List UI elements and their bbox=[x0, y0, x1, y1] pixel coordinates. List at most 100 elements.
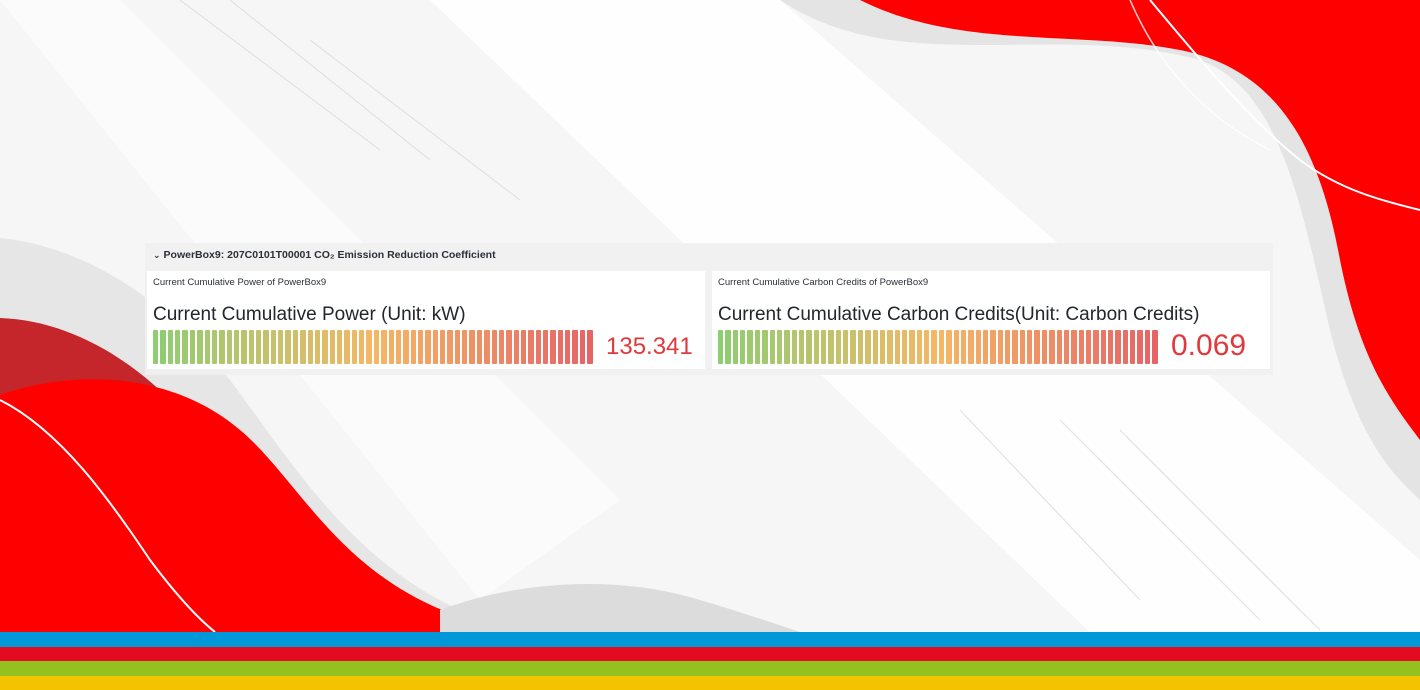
gauge-segment bbox=[425, 330, 431, 364]
gauge-segment bbox=[557, 330, 564, 364]
gauge-segment bbox=[403, 330, 409, 364]
gauge-segment bbox=[440, 330, 446, 364]
gauge-segment bbox=[894, 330, 900, 364]
gauge-segment bbox=[982, 330, 989, 364]
gauge-segment bbox=[813, 330, 820, 364]
gauge-segment bbox=[1034, 330, 1040, 364]
gauge-segment bbox=[960, 330, 967, 364]
gauge-segment bbox=[366, 330, 372, 364]
bar-gauge bbox=[153, 330, 593, 364]
gauge-segment bbox=[821, 330, 827, 364]
stripe-red bbox=[0, 646, 1420, 661]
gauge-segment bbox=[528, 330, 534, 364]
gauge-segment bbox=[219, 330, 225, 364]
gauge-segment bbox=[263, 330, 269, 364]
gauge-segment bbox=[344, 330, 350, 364]
gauge-segment bbox=[975, 330, 981, 364]
gauge-segment bbox=[1078, 330, 1084, 364]
power-panel[interactable]: Current Cumulative Power of PowerBox9 Cu… bbox=[147, 271, 705, 369]
gauge-segment bbox=[447, 330, 453, 364]
gauge-segment bbox=[1019, 330, 1026, 364]
gauge-segment bbox=[1144, 330, 1151, 364]
gauge-segment bbox=[924, 330, 930, 364]
gauge-segment bbox=[587, 330, 593, 364]
gauge-segment bbox=[990, 330, 996, 364]
gauge-segment bbox=[725, 330, 731, 364]
gauge-segment bbox=[189, 330, 196, 364]
gauge-segment bbox=[1093, 330, 1099, 364]
gauge-segment bbox=[484, 330, 490, 364]
gauge-segment bbox=[285, 330, 291, 364]
panel-title[interactable]: Current Cumulative Carbon Credits of Pow… bbox=[718, 277, 929, 288]
gauge-label: Current Cumulative Carbon Credits(Unit: … bbox=[718, 304, 1200, 325]
gauge-segment bbox=[520, 330, 527, 364]
row-title: PowerBox9: 207C0101T00001 CO₂ Emission R… bbox=[163, 249, 496, 261]
panel-title[interactable]: Current Cumulative Power of PowerBox9 bbox=[153, 277, 327, 288]
gauge-segment bbox=[865, 330, 871, 364]
gauge-segment bbox=[798, 330, 805, 364]
gauge-segment bbox=[211, 330, 218, 364]
carbon-credits-panel[interactable]: Current Cumulative Carbon Credits of Pow… bbox=[712, 271, 1270, 369]
gauge-value: 0.069 bbox=[1171, 329, 1247, 362]
gauge-segment bbox=[791, 330, 797, 364]
color-stripes bbox=[0, 632, 1420, 690]
gauge-segment bbox=[476, 330, 483, 364]
gauge-segment bbox=[278, 330, 284, 364]
gauge-segment bbox=[226, 330, 232, 364]
gauge-segment bbox=[901, 330, 908, 364]
gauge-segment bbox=[887, 330, 893, 364]
gauge-segment bbox=[1152, 330, 1158, 364]
gauge-segment bbox=[1100, 330, 1107, 364]
gauge-segment bbox=[953, 330, 959, 364]
gauge-segment bbox=[1137, 330, 1143, 364]
gauge-segment bbox=[997, 330, 1004, 364]
gauge-segment bbox=[931, 330, 937, 364]
gauge-label: Current Cumulative Power (Unit: kW) bbox=[153, 304, 466, 325]
gauge-segment bbox=[776, 330, 783, 364]
gauge-segment bbox=[373, 330, 380, 364]
gauge-segment bbox=[462, 330, 468, 364]
gauge-segment bbox=[535, 330, 542, 364]
gauge-segment bbox=[432, 330, 439, 364]
gauge-segment bbox=[359, 330, 365, 364]
gauge-segment bbox=[256, 330, 262, 364]
gauge-segment bbox=[314, 330, 321, 364]
gauge-segment bbox=[498, 330, 505, 364]
gauge-segment bbox=[762, 330, 768, 364]
gauge-segment bbox=[938, 330, 945, 364]
gauge-segment bbox=[879, 330, 886, 364]
gauge-segment bbox=[1130, 330, 1136, 364]
gauge-segment bbox=[946, 330, 952, 364]
gauge-value: 135.341 bbox=[606, 333, 693, 360]
gauge-segment bbox=[1063, 330, 1070, 364]
bar-gauge bbox=[718, 330, 1158, 364]
gauge-segment bbox=[204, 330, 210, 364]
gauge-segment bbox=[300, 330, 306, 364]
gauge-segment bbox=[197, 330, 203, 364]
gauge-segment bbox=[835, 330, 842, 364]
gauge-segment bbox=[1115, 330, 1121, 364]
gauge-segment bbox=[550, 330, 556, 364]
gauge-segment bbox=[336, 330, 343, 364]
gauge-segment bbox=[175, 330, 181, 364]
gauge-segment bbox=[916, 330, 923, 364]
gauge-segment bbox=[769, 330, 775, 364]
gauge-segment bbox=[241, 330, 247, 364]
gauge-segment bbox=[351, 330, 358, 364]
gauge-segment bbox=[248, 330, 255, 364]
gauge-segment bbox=[469, 330, 475, 364]
gauge-segment bbox=[1012, 330, 1018, 364]
gauge-segment bbox=[718, 330, 724, 364]
gauge-segment bbox=[160, 330, 166, 364]
row-header[interactable]: ⌄ PowerBox9: 207C0101T00001 CO₂ Emission… bbox=[153, 249, 496, 261]
gauge-segment bbox=[740, 330, 746, 364]
gauge-segment bbox=[491, 330, 497, 364]
chevron-down-icon[interactable]: ⌄ bbox=[153, 249, 161, 260]
gauge-segment bbox=[506, 330, 512, 364]
gauge-segment bbox=[513, 330, 519, 364]
gauge-segment bbox=[1085, 330, 1092, 364]
gauge-segment bbox=[828, 330, 834, 364]
stripe-yellow bbox=[0, 675, 1420, 690]
gauge-segment bbox=[417, 330, 424, 364]
gauge-segment bbox=[454, 330, 461, 364]
